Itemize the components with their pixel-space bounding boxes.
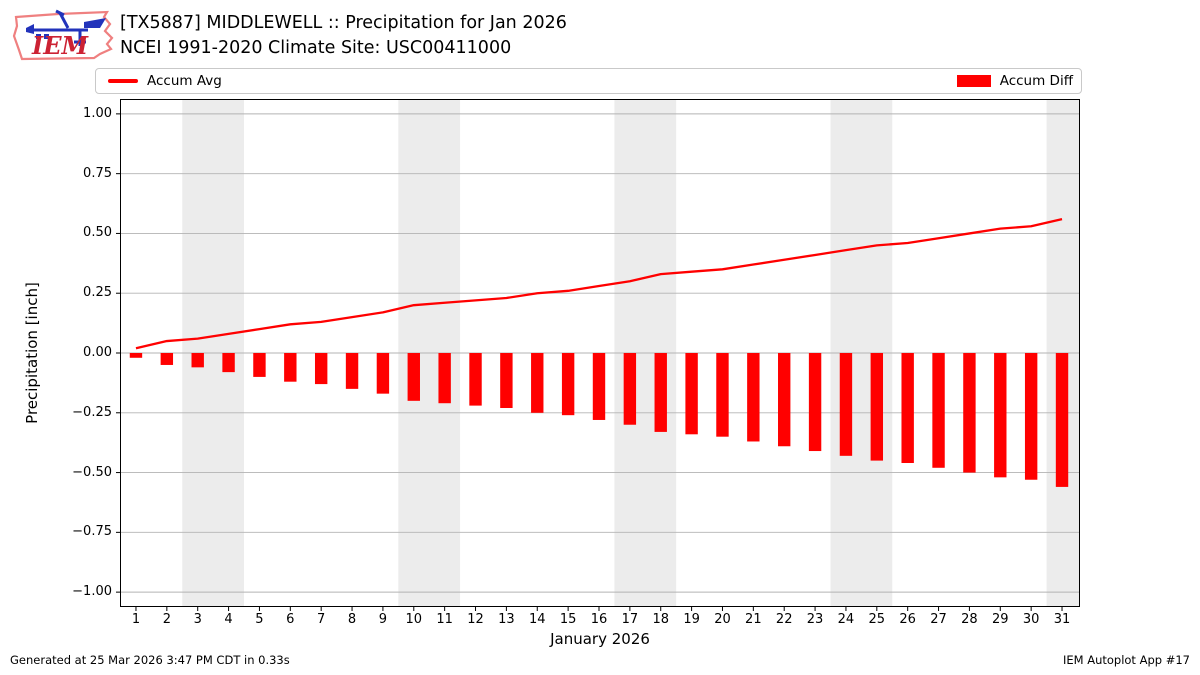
x-tick-label: 6 xyxy=(286,612,295,627)
app-credit: IEM Autoplot App #17 xyxy=(1062,653,1190,667)
legend-item-accum-avg: Accum Avg xyxy=(108,73,222,89)
accum-diff-bar xyxy=(345,353,359,389)
x-tick-label: 12 xyxy=(467,612,484,627)
accum-diff-bar xyxy=(747,353,760,442)
accum-diff-bar xyxy=(253,353,266,377)
accum-diff-bar xyxy=(284,353,297,382)
x-tick-label: 1 xyxy=(131,612,141,627)
y-tick-label: 0.75 xyxy=(83,165,112,181)
x-tick-label: 8 xyxy=(347,612,357,627)
accum-diff-bar xyxy=(901,353,914,463)
y-tick-label: 1.00 xyxy=(83,105,112,121)
x-tick-label: 16 xyxy=(590,612,608,627)
x-tick-label: 20 xyxy=(714,612,731,627)
accum-diff-bar xyxy=(994,353,1007,478)
accum-diff-bar xyxy=(376,353,390,394)
chart-title: [TX5887] MIDDLEWELL :: Precipitation for… xyxy=(120,13,567,33)
x-tick-label: 27 xyxy=(930,612,947,627)
generated-timestamp: Generated at 25 Mar 2026 3:47 PM CDT in … xyxy=(10,653,290,667)
accum-avg-line xyxy=(135,217,1063,350)
iowa-outline-icon: IEM xyxy=(12,9,114,61)
x-axis-label: January 2026 xyxy=(550,630,650,648)
x-tick-label: 24 xyxy=(837,612,855,627)
x-tick-label: 10 xyxy=(405,612,423,627)
chart-title-block: [TX5887] MIDDLEWELL :: Precipitation for… xyxy=(120,11,567,61)
accum-diff-bar xyxy=(963,353,976,473)
y-axis-label: Precipitation [inch] xyxy=(23,282,41,424)
x-tick-label: 30 xyxy=(1022,612,1040,627)
legend-label-accum-avg: Accum Avg xyxy=(147,73,222,89)
accum-diff-bar xyxy=(438,353,451,404)
accum-diff-bar xyxy=(407,353,420,401)
accum-diff-bar xyxy=(531,353,544,413)
plot-area xyxy=(116,99,1080,611)
accum-diff-bar xyxy=(716,353,729,437)
accum-diff-bar xyxy=(1024,353,1038,480)
x-tick-label: 23 xyxy=(806,612,824,627)
accum-diff-bar xyxy=(778,353,791,447)
y-tick-label: 0.50 xyxy=(83,225,112,241)
weather-vane-fins xyxy=(26,18,106,39)
accum-diff-bar xyxy=(592,353,606,420)
accum-diff-bar xyxy=(839,353,853,456)
accum-diff-bar xyxy=(808,353,822,452)
y-tick-label: −1.00 xyxy=(72,584,112,600)
x-tick-label: 15 xyxy=(559,612,577,627)
logo-text: IEM xyxy=(31,31,90,60)
y-tick-label: 0.00 xyxy=(83,345,112,360)
x-tick-label: 26 xyxy=(899,612,916,627)
accum-diff-bar xyxy=(129,353,143,358)
chart-subtitle: NCEI 1991-2020 Climate Site: USC00411000 xyxy=(120,38,512,58)
x-tick-label: 4 xyxy=(224,612,233,627)
accum-diff-bar xyxy=(191,353,204,368)
accum-diff-bar xyxy=(500,353,513,408)
x-tick-label: 13 xyxy=(498,612,515,627)
x-tick-label: 31 xyxy=(1053,612,1071,627)
y-tick-label: −0.50 xyxy=(72,464,112,480)
x-tick-label: 25 xyxy=(868,612,886,627)
accum-diff-bar xyxy=(469,353,482,406)
accum-diff-bar xyxy=(314,353,328,385)
legend-label-accum-diff: Accum Diff xyxy=(999,73,1073,89)
x-tick-label: 21 xyxy=(745,612,762,627)
y-tick-label: −0.75 xyxy=(72,524,112,540)
precipitation-chart-canvas xyxy=(116,100,1079,611)
legend-item-accum-diff: Accum Diff xyxy=(956,73,1073,89)
x-tick-label: 28 xyxy=(961,612,978,627)
weather-vane-icon xyxy=(30,9,88,46)
x-tick-label: 7 xyxy=(317,612,326,627)
x-tick-label: 22 xyxy=(775,612,793,627)
x-tick-label: 17 xyxy=(621,612,639,627)
x-tick-label: 11 xyxy=(436,612,453,627)
x-tick-label: 18 xyxy=(652,612,669,627)
x-tick-label: 5 xyxy=(255,612,264,627)
iem-logo: IEM xyxy=(8,4,114,62)
x-tick-label: 19 xyxy=(683,612,700,627)
accum-diff-bar xyxy=(654,353,667,432)
x-tick-label: 9 xyxy=(378,612,388,627)
accum-diff-bar xyxy=(222,353,235,373)
accum-diff-patch-swatch xyxy=(956,75,991,87)
accum-diff-bar xyxy=(623,353,637,425)
y-tick-label: −0.25 xyxy=(72,404,112,420)
x-tick-label: 2 xyxy=(162,612,171,627)
x-tick-label: 14 xyxy=(528,612,546,627)
accum-diff-bar xyxy=(160,353,174,365)
accum-diff-bar xyxy=(561,353,575,416)
accum-avg-line-swatch xyxy=(108,79,138,83)
accum-diff-bar xyxy=(870,353,884,461)
legend: Accum Avg Accum Diff xyxy=(95,68,1082,94)
x-tick-label: 3 xyxy=(193,612,202,627)
accum-diff-bar xyxy=(1055,353,1069,487)
y-tick-label: 0.25 xyxy=(83,285,112,301)
accum-diff-bar xyxy=(932,353,945,468)
accum-diff-bar xyxy=(685,353,698,435)
x-tick-label: 29 xyxy=(992,612,1009,627)
